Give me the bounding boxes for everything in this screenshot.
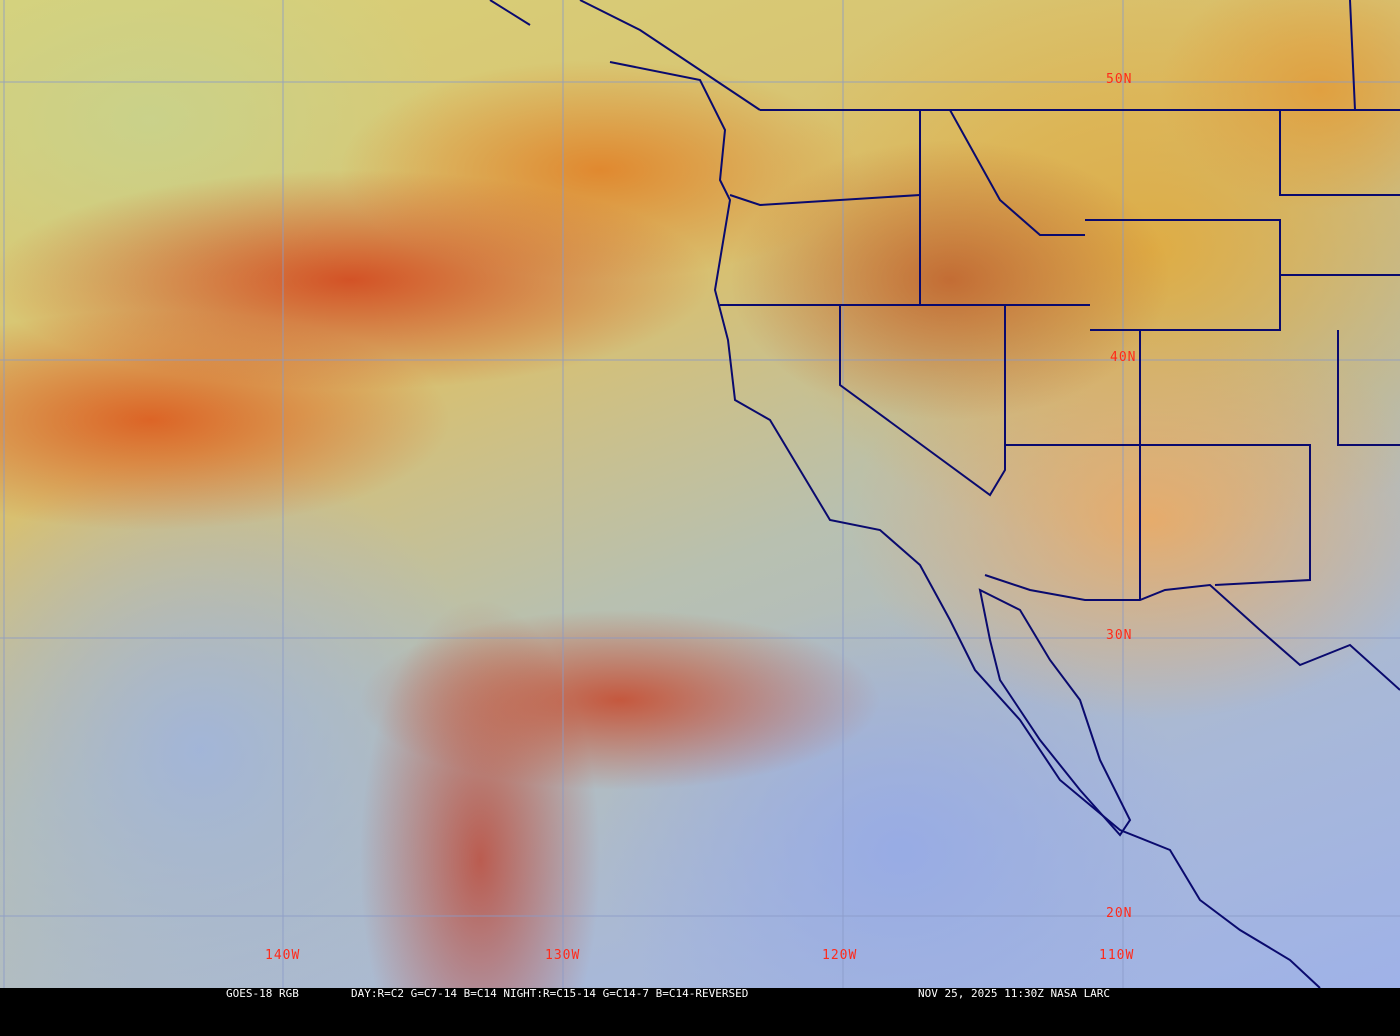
wa-or-border [729,194,921,207]
caption-bar: GOES-18 RGB DAY:R=C2 G=C7-14 B=C14 NIGHT… [0,988,1400,1000]
satellite-image: 50N 40N 30N 20N 140W 130W 120W 110W [0,0,1400,988]
lat-label-20n: 20N [1106,906,1133,921]
nevada [839,305,1006,497]
lat-lon-grid [0,0,1400,988]
montana-dakota [1279,0,1400,276]
lat-label-50n: 50N [1106,72,1133,87]
lat-label-40n: 40N [1110,350,1137,365]
rgb-recipe: DAY:R=C2 G=C7-14 B=C14 NIGHT:R=C15-14 G=… [351,987,749,1000]
lon-label-120w: 120W [822,948,858,963]
bc-coast [489,0,761,111]
timestamp: NOV 25, 2025 11:30Z NASA LARC [918,987,1111,1000]
lon-label-130w: 130W [545,948,581,963]
coastlines-and-borders [489,0,1400,988]
wyoming-colorado [1085,219,1400,446]
lat-label-30n: 30N [1106,628,1133,643]
id-east-border [919,109,1085,305]
product-name: GOES-18 RGB [226,987,299,1000]
west-coast [609,61,1321,988]
baja-peninsula [978,588,1132,837]
lon-label-140w: 140W [265,948,301,963]
lon-label-110w: 110W [1099,948,1135,963]
map-overlay [0,0,1400,988]
utah-arizona [1005,444,1311,600]
mainland-mexico-coast [984,574,1400,691]
